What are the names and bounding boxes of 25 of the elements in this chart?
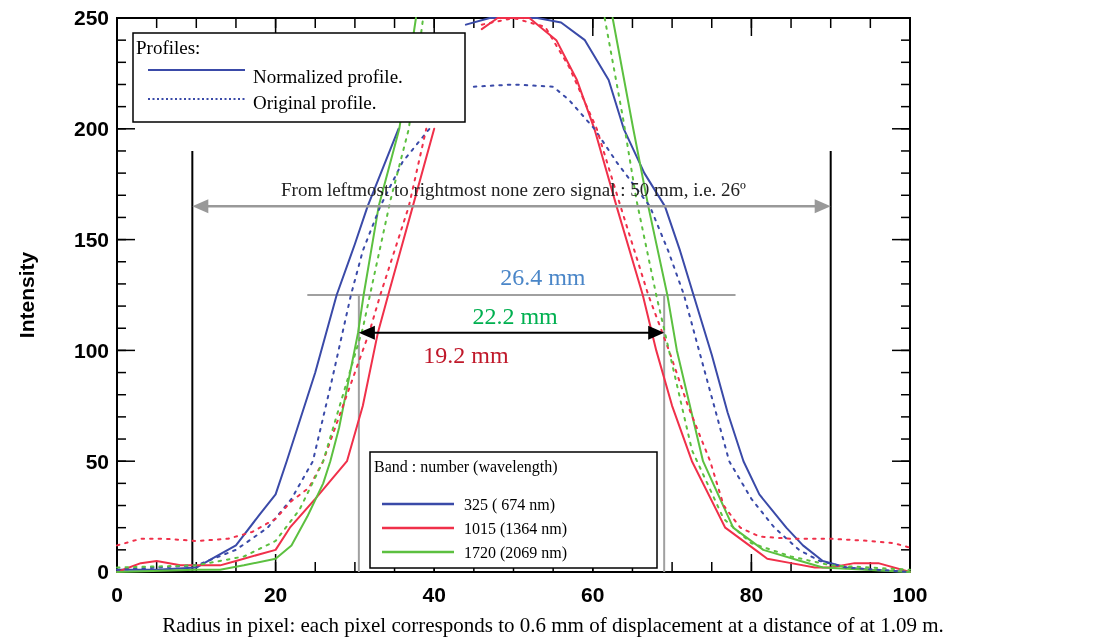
x-axis-title: Radius in pixel: each pixel corresponds to 0.6 mm of displacement at a distance of at 1.09 m. [162,613,944,637]
legend-label: 1720 (2069 nm) [464,543,568,562]
annotation: Profiles: [136,37,201,58]
annotation: 22.2 mm [472,302,559,329]
x-tick-label: 100 [892,583,928,606]
y-tick-label: 150 [73,227,109,251]
x-tick-label: 20 [263,583,288,606]
annotation: Original profile. [253,92,377,113]
y-tick-label: 100 [73,338,109,362]
y-tick-label: 200 [73,117,109,141]
legend-label: 325 ( 674 nm) [464,495,556,514]
annotation: 26.4 mm [500,264,586,290]
legend-label: 1015 (1364 nm) [464,519,568,538]
y-axis-title: Intensity [15,251,38,339]
x-tick-label: 0 [111,583,123,606]
legend-title: Band : number (wavelength) [374,458,558,476]
x-tick-label: 80 [739,583,764,606]
y-tick-label: 250 [73,6,109,30]
annotation: Normalized profile. [253,66,403,87]
annotation: 19.2 mm [423,341,509,368]
x-tick-label: 60 [581,583,605,606]
y-tick-label: 0 [97,560,109,584]
y-tick-label: 50 [85,449,109,473]
profiles-key: Profiles: Normalized profile. Original profile. [132,32,466,123]
x-tick-label: 40 [422,583,446,606]
